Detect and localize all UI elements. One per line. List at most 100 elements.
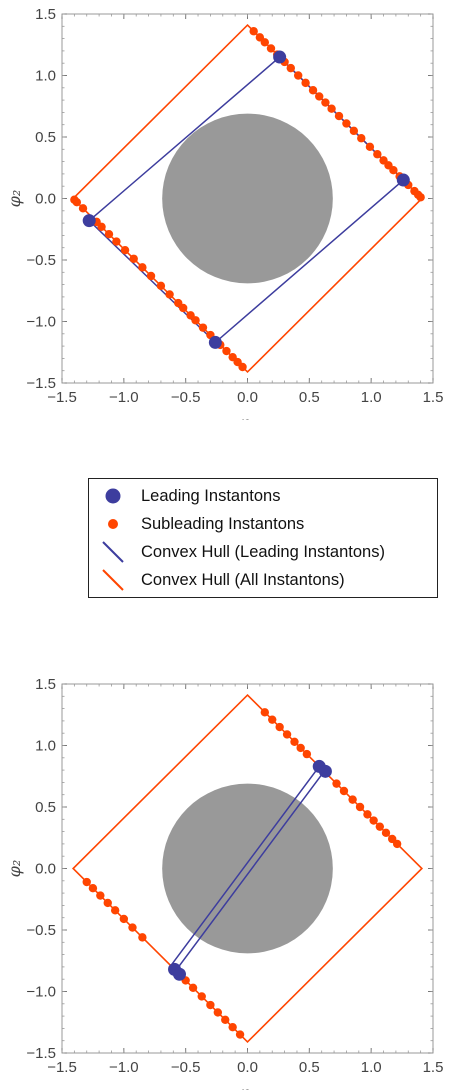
y-tick-label: −1.5 <box>26 1045 56 1062</box>
subleading-point <box>321 98 330 107</box>
x-axis-label: φ₁ <box>239 1083 257 1090</box>
subleading-point <box>301 78 310 88</box>
subleading-point <box>119 914 129 924</box>
subleading-point <box>355 802 365 812</box>
subleading-point <box>308 86 318 95</box>
leading-point <box>82 214 96 228</box>
leading-point <box>396 173 410 187</box>
y-axis-label: φ₂ <box>5 190 24 208</box>
subleading-point <box>315 92 324 101</box>
x-tick-label: 0.0 <box>237 1059 258 1076</box>
x-tick-label: 1.5 <box>423 1059 444 1076</box>
y-tick-label: 1.5 <box>35 676 56 693</box>
convex-hull-all <box>71 693 424 1044</box>
x-tick-label: 1.0 <box>361 1059 382 1076</box>
x-tick-label: −0.5 <box>171 1059 201 1076</box>
y-tick-label: 1.0 <box>35 68 56 85</box>
y-tick-label: 0.5 <box>35 799 56 816</box>
subleading-point <box>188 983 198 993</box>
leading-point <box>208 335 222 349</box>
subleading-point <box>381 828 391 838</box>
subleading-point <box>375 822 385 831</box>
subleading-point <box>128 923 137 932</box>
subleading-point <box>88 883 98 893</box>
legend-all-hull-line <box>102 569 124 591</box>
subleading-point <box>197 992 206 1001</box>
subleading-point <box>165 290 174 299</box>
excluded-disk <box>162 113 333 284</box>
legend-leading-marker <box>105 488 121 504</box>
y-tick-label: 0.0 <box>35 861 56 878</box>
x-tick-label: 0.5 <box>299 1059 320 1076</box>
subleading-point <box>357 134 366 143</box>
subleading-point <box>228 352 237 362</box>
subleading-point <box>138 263 147 272</box>
subleading-point <box>221 1015 230 1024</box>
x-tick-label: −1.5 <box>47 1059 77 1076</box>
x-tick-label: 0.5 <box>299 389 320 406</box>
subleading-point <box>198 323 208 332</box>
y-tick-label: −1.0 <box>26 314 56 331</box>
leading-point <box>273 50 287 64</box>
subleading-point <box>373 150 382 159</box>
excluded-disk <box>162 783 333 954</box>
subleading-point <box>260 708 270 717</box>
subleading-point <box>70 195 79 204</box>
subleading-point <box>138 933 147 942</box>
subleading-point <box>213 1008 223 1017</box>
y-axis-label: φ₂ <box>5 860 24 878</box>
subleading-point <box>260 38 270 47</box>
leading-point <box>318 764 332 778</box>
subleading-point <box>416 193 425 202</box>
y-tick-label: −1.0 <box>26 984 56 1001</box>
subleading-point <box>349 126 359 136</box>
y-tick-label: 0.5 <box>35 129 56 146</box>
legend-label-subleading: Subleading Instantons <box>141 515 305 533</box>
legend-label-leading: Leading Instantons <box>141 487 281 505</box>
subleading-point <box>365 142 375 152</box>
subleading-point <box>268 715 277 724</box>
subleading-point <box>266 44 276 53</box>
legend-item-leading-hull: Convex Hull (Leading Instantons) <box>89 539 437 565</box>
y-tick-label: −1.5 <box>26 375 56 392</box>
legend-item-subleading: Subleading Instantons <box>89 511 437 537</box>
chart-top: −1.5 −1.0 −0.5 0.0 0.5 1.0 1.5 1.5 1.0 0.5 0.0 −0.5… <box>0 0 454 420</box>
subleading-point <box>228 1022 237 1032</box>
subleading-point <box>286 63 295 73</box>
y-tick-label: −0.5 <box>26 922 56 939</box>
subleading-point <box>339 786 349 796</box>
subleading-point <box>327 104 336 113</box>
subleading-point <box>342 119 351 128</box>
subleading-point <box>290 737 299 747</box>
subleading-point <box>348 795 357 804</box>
chart-bottom: −1.5 −1.0 −0.5 0.0 0.5 1.0 1.5 1.5 1.0 0.5 0.0 −0.5… <box>0 670 454 1090</box>
subleading-point <box>186 311 195 320</box>
subleading-point <box>363 810 372 819</box>
x-tick-label: −0.5 <box>171 389 201 406</box>
subleading-point <box>156 281 166 291</box>
subleading-point <box>206 1000 215 1010</box>
subleading-point <box>294 71 303 80</box>
subleading-point <box>103 898 112 908</box>
legend-item-leading: Leading Instantons <box>89 483 437 509</box>
chart-top-svg: −1.5 −1.0 −0.5 0.0 0.5 1.0 1.5 1.5 1.0 0.5 0.0 −0.5… <box>5 6 444 420</box>
subleading-point <box>110 906 120 915</box>
y-tick-label: 1.5 <box>35 6 56 23</box>
subleading-point <box>129 254 138 263</box>
y-tick-label: 0.0 <box>35 191 56 208</box>
x-axis-label: φ₁ <box>239 413 257 420</box>
x-tick-label: 1.5 <box>423 389 444 406</box>
x-tick-label: −1.0 <box>109 1059 139 1076</box>
subleading-point <box>392 839 402 849</box>
leading-point <box>172 967 186 981</box>
subleading-point <box>222 346 231 356</box>
subleading-point <box>334 111 344 121</box>
subleading-point <box>78 204 88 213</box>
subleading-point <box>82 877 91 887</box>
subleading-point <box>104 229 114 239</box>
subleading-point <box>332 779 341 788</box>
subleading-point <box>174 298 183 308</box>
subleading-point <box>249 27 258 36</box>
subleading-point <box>296 743 305 753</box>
subleading-point <box>146 271 156 281</box>
